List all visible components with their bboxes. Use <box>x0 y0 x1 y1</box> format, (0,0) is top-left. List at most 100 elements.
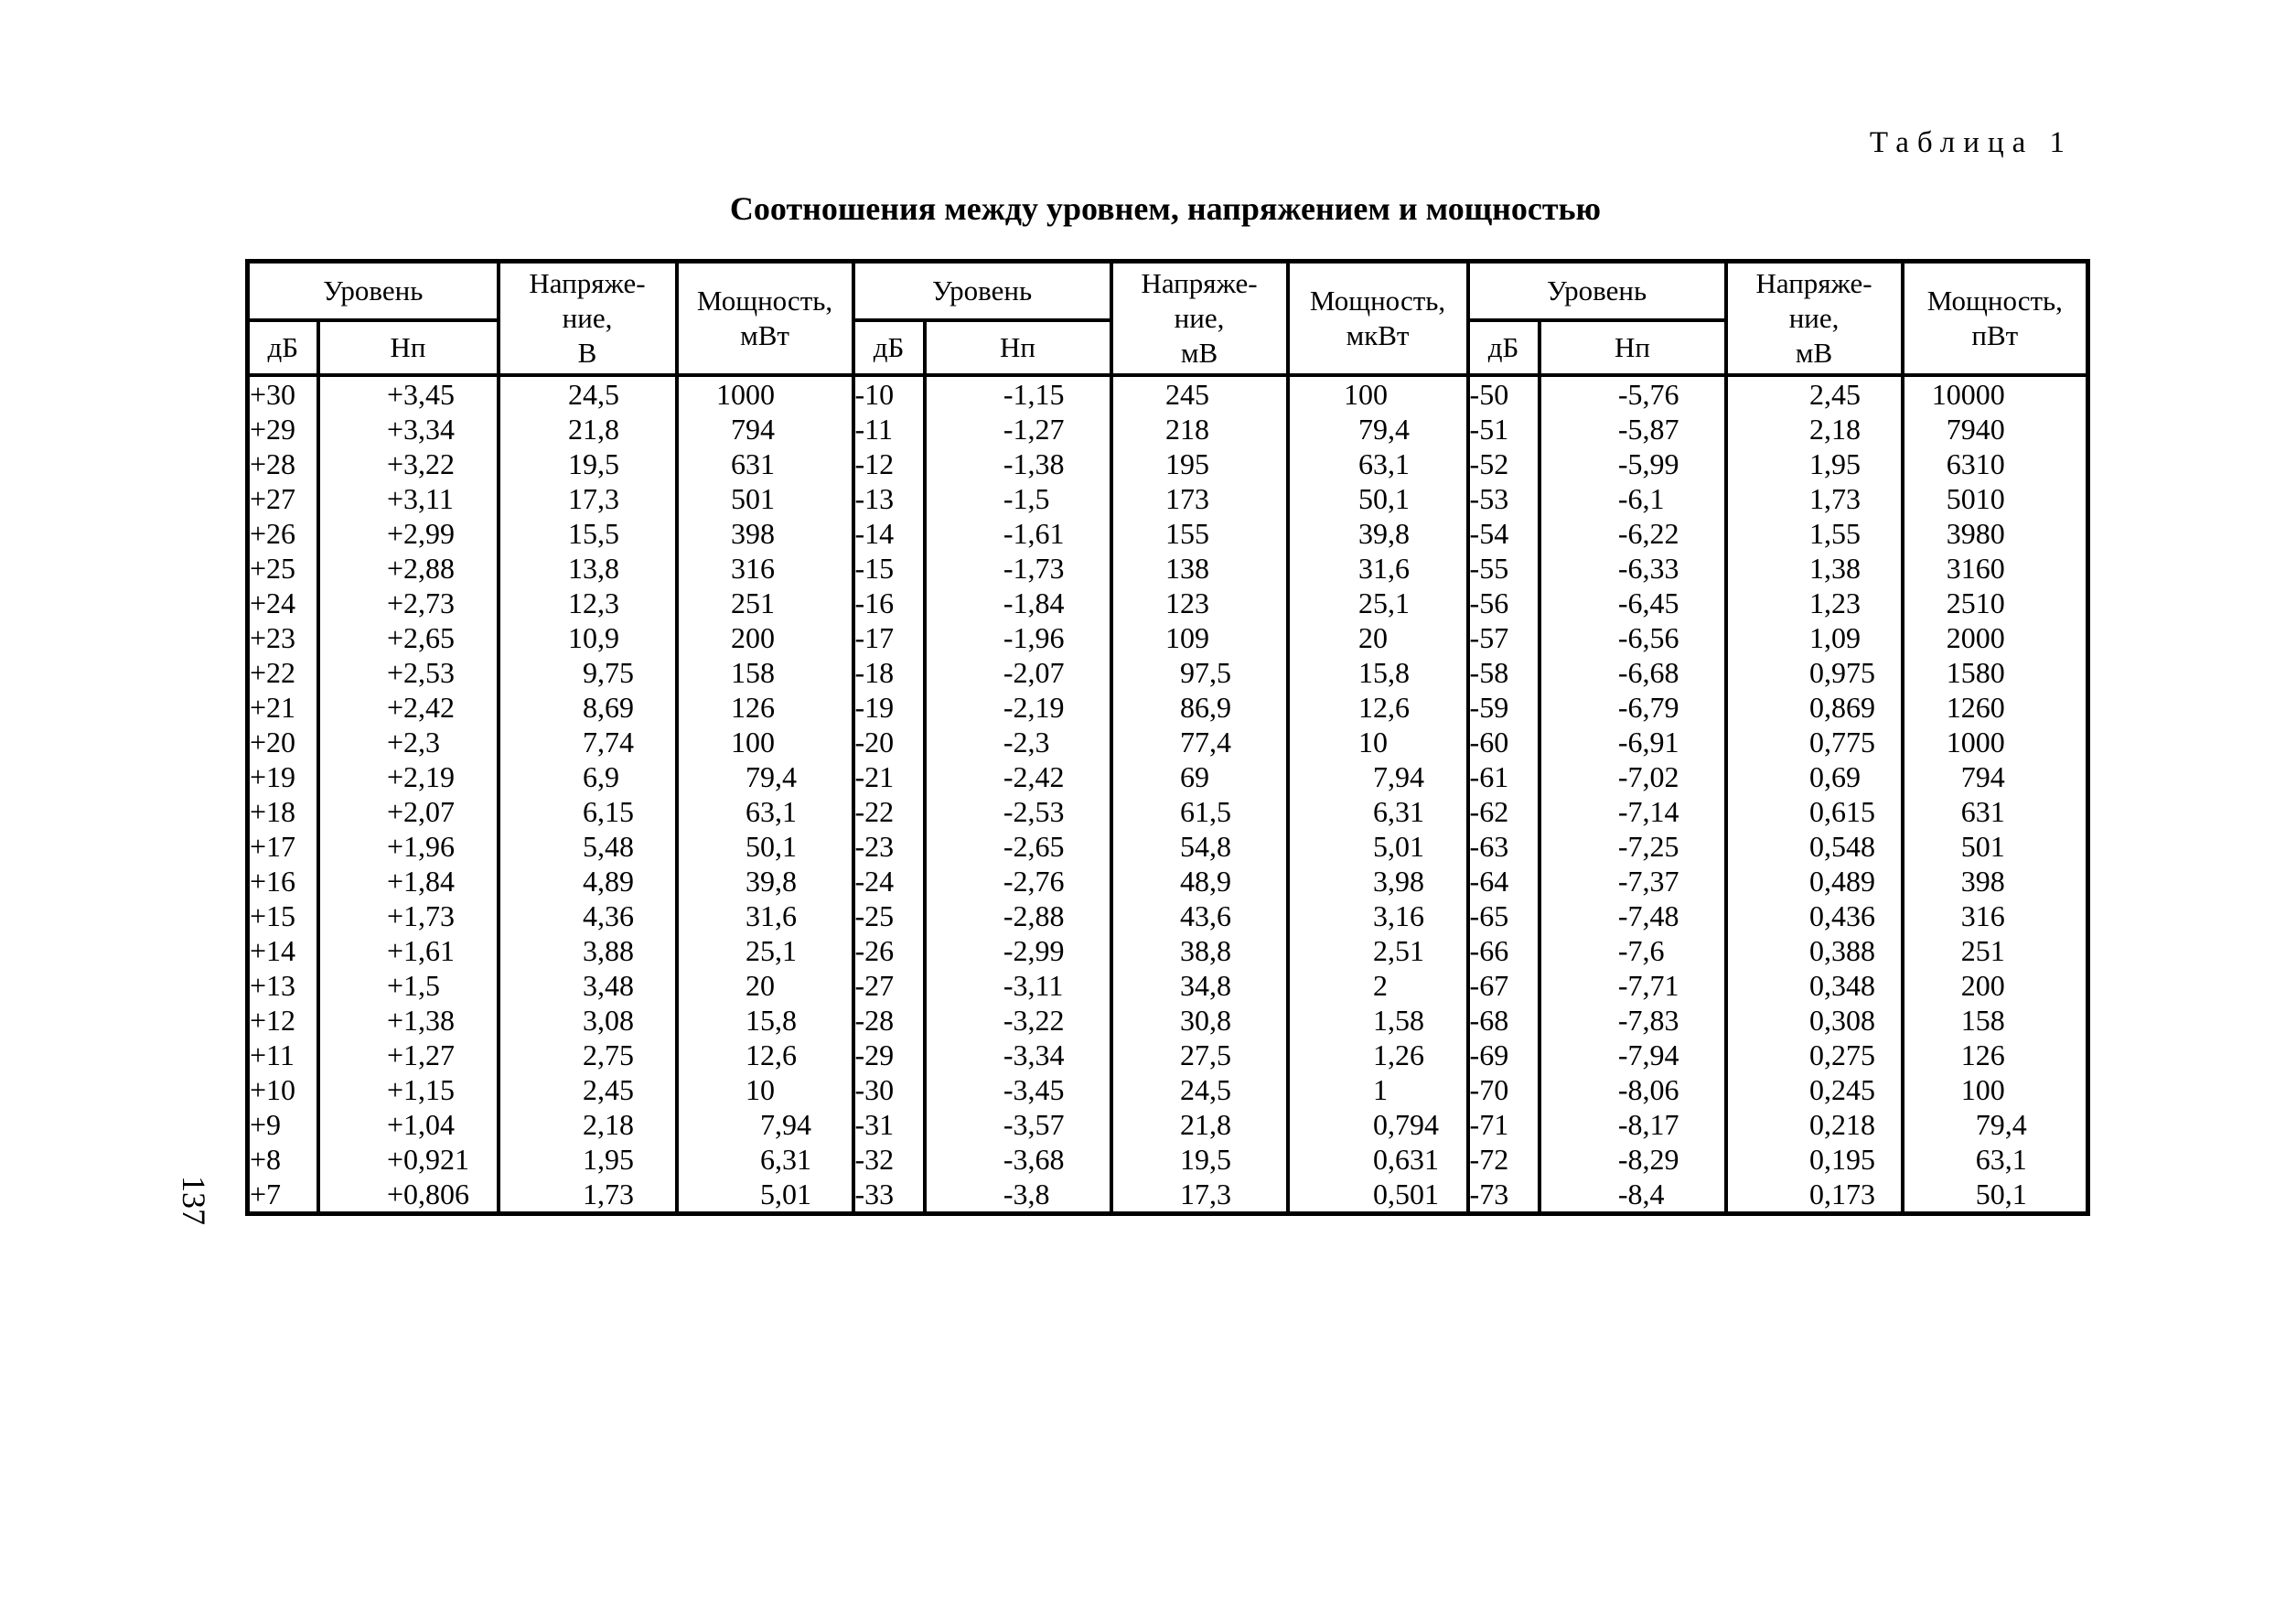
table-cell: 398 <box>674 516 855 551</box>
table-cell: 30,8 <box>1109 1003 1290 1038</box>
cell-level-db: +13 <box>245 968 320 1003</box>
header-level-group3: Уровень <box>1465 259 1728 322</box>
table-cell: 48,9 <box>1109 864 1290 898</box>
cell-level-db: -58 <box>1465 655 1541 690</box>
table-cell: -5,87 <box>1537 412 1728 446</box>
table-cell: 6,31 <box>674 1142 855 1177</box>
table-cell: +2,53 <box>316 655 500 690</box>
table-cell: 0,348 <box>1723 968 1904 1003</box>
table-cell: 1,95 <box>496 1142 679 1177</box>
cell-level-db: -31 <box>851 1107 927 1142</box>
table-cell: -6,91 <box>1537 725 1728 759</box>
table-cell: -6,79 <box>1537 690 1728 725</box>
cell-level-db: +8 <box>245 1142 320 1177</box>
cell-level-db: +19 <box>245 759 320 794</box>
table-cell: -2,3 <box>922 725 1113 759</box>
table-cell: -1,96 <box>922 620 1113 655</box>
table-row: +18 +2,07 6,15 63,1 -22 -2,53 61,5 6,31 -62 -7,14… <box>245 794 2090 829</box>
table-cell: 0,69 <box>1723 759 1904 794</box>
cell-level-db: +15 <box>245 898 320 933</box>
table-cell: -3,57 <box>922 1107 1113 1142</box>
table-cell: 501 <box>674 481 855 516</box>
table-cell: 10000 <box>1900 375 2090 412</box>
cell-level-db: +17 <box>245 829 320 864</box>
table-row: +14 +1,61 3,88 25,1 -26 -2,99 38,8 2,51 -66 -7,6 0… <box>245 933 2090 968</box>
table-cell: -6,22 <box>1537 516 1728 551</box>
table-cell: +1,38 <box>316 1003 500 1038</box>
table-cell: 0,489 <box>1723 864 1904 898</box>
cell-level-db: +20 <box>245 725 320 759</box>
table-row: +20 +2,3 7,74 100 -20 -2,3 77,4 10 -60 -6,91 0,775… <box>245 725 2090 759</box>
table-cell: -3,45 <box>922 1072 1113 1107</box>
table-cell: 794 <box>674 412 855 446</box>
cell-level-db: -68 <box>1465 1003 1541 1038</box>
table-cell: -7,6 <box>1537 933 1728 968</box>
table-cell: 12,6 <box>1285 690 1470 725</box>
cell-level-db: -55 <box>1465 551 1541 586</box>
table-cell: 2000 <box>1900 620 2090 655</box>
table-cell: 97,5 <box>1109 655 1290 690</box>
cell-level-db: -72 <box>1465 1142 1541 1177</box>
table-row: +27 +3,11 17,3 501 -13 -1,5 173 50,1 -53 -6,1 1,73… <box>245 481 2090 516</box>
table-cell: 10 <box>1285 725 1470 759</box>
table-cell: 77,4 <box>1109 725 1290 759</box>
table-cell: 138 <box>1109 551 1290 586</box>
cell-level-db: -63 <box>1465 829 1541 864</box>
table-cell: 43,6 <box>1109 898 1290 933</box>
table-cell: 3,08 <box>496 1003 679 1038</box>
table-cell: 4,36 <box>496 898 679 933</box>
table-cell: 86,9 <box>1109 690 1290 725</box>
table-cell: 2,75 <box>496 1038 679 1072</box>
table-cell: -7,14 <box>1537 794 1728 829</box>
table-row: +11 +1,27 2,75 12,6 -29 -3,34 27,5 1,26 -69 -7,94… <box>245 1038 2090 1072</box>
table-cell: 50,1 <box>1285 481 1470 516</box>
table-cell: 2,45 <box>496 1072 679 1107</box>
table-cell: +1,15 <box>316 1072 500 1107</box>
cell-level-db: -16 <box>851 586 927 620</box>
table-cell: 39,8 <box>674 864 855 898</box>
table-row: +23 +2,65 10,9 200 -17 -1,96 109 20 -57 -6,56 1,09… <box>245 620 2090 655</box>
cell-level-db: -70 <box>1465 1072 1541 1107</box>
table-cell: 5010 <box>1900 481 2090 516</box>
table-cell: +3,22 <box>316 446 500 481</box>
table-row: +24 +2,73 12,3 251 -16 -1,84 123 25,1 -56 -6,45 1,… <box>245 586 2090 620</box>
header-db-group2: дБ <box>851 318 927 377</box>
table-cell: 1000 <box>1900 725 2090 759</box>
cell-level-db: -15 <box>851 551 927 586</box>
cell-level-db: -52 <box>1465 446 1541 481</box>
cell-level-db: +10 <box>245 1072 320 1107</box>
level-voltage-power-table: Уровень Напряже- ние, В Мощность, мВт Ур… <box>245 259 2091 1216</box>
cell-level-db: -57 <box>1465 620 1541 655</box>
table-row: +26 +2,99 15,5 398 -14 -1,61 155 39,8 -54 -6,22 1,… <box>245 516 2090 551</box>
table-cell: -7,02 <box>1537 759 1728 794</box>
table-cell: +1,61 <box>316 933 500 968</box>
table-cell: -8,29 <box>1537 1142 1728 1177</box>
table-row: +17 +1,96 5,48 50,1 -23 -2,65 54,8 5,01 -63 -7,25… <box>245 829 2090 864</box>
table-cell: 195 <box>1109 446 1290 481</box>
table-cell: 15,8 <box>674 1003 855 1038</box>
table-cell: 1000 <box>674 375 855 412</box>
table-cell: 316 <box>1900 898 2090 933</box>
cell-level-db: +27 <box>245 481 320 516</box>
cell-level-db: -51 <box>1465 412 1541 446</box>
table-cell: -6,68 <box>1537 655 1728 690</box>
table-cell: -1,73 <box>922 551 1113 586</box>
table-cell: 3980 <box>1900 516 2090 551</box>
table-cell: 0,436 <box>1723 898 1904 933</box>
table-cell: 7,74 <box>496 725 679 759</box>
table-cell: -2,19 <box>922 690 1113 725</box>
header-np-group2: Нп <box>922 318 1113 377</box>
table-cell: 3,16 <box>1285 898 1470 933</box>
cell-level-db: -64 <box>1465 864 1541 898</box>
table-cell: -1,61 <box>922 516 1113 551</box>
table-cell: -2,65 <box>922 829 1113 864</box>
table-cell: 0,869 <box>1723 690 1904 725</box>
header-row-groups: Уровень Напряже- ние, В Мощность, мВт Ур… <box>245 259 2090 377</box>
table-cell: 6310 <box>1900 446 2090 481</box>
cell-level-db: -60 <box>1465 725 1541 759</box>
header-power-group3: Мощность, пВт <box>1900 259 2090 377</box>
table-cell: 155 <box>1109 516 1290 551</box>
table-cell: +2,07 <box>316 794 500 829</box>
cell-level-db: -54 <box>1465 516 1541 551</box>
cell-level-db: -23 <box>851 829 927 864</box>
